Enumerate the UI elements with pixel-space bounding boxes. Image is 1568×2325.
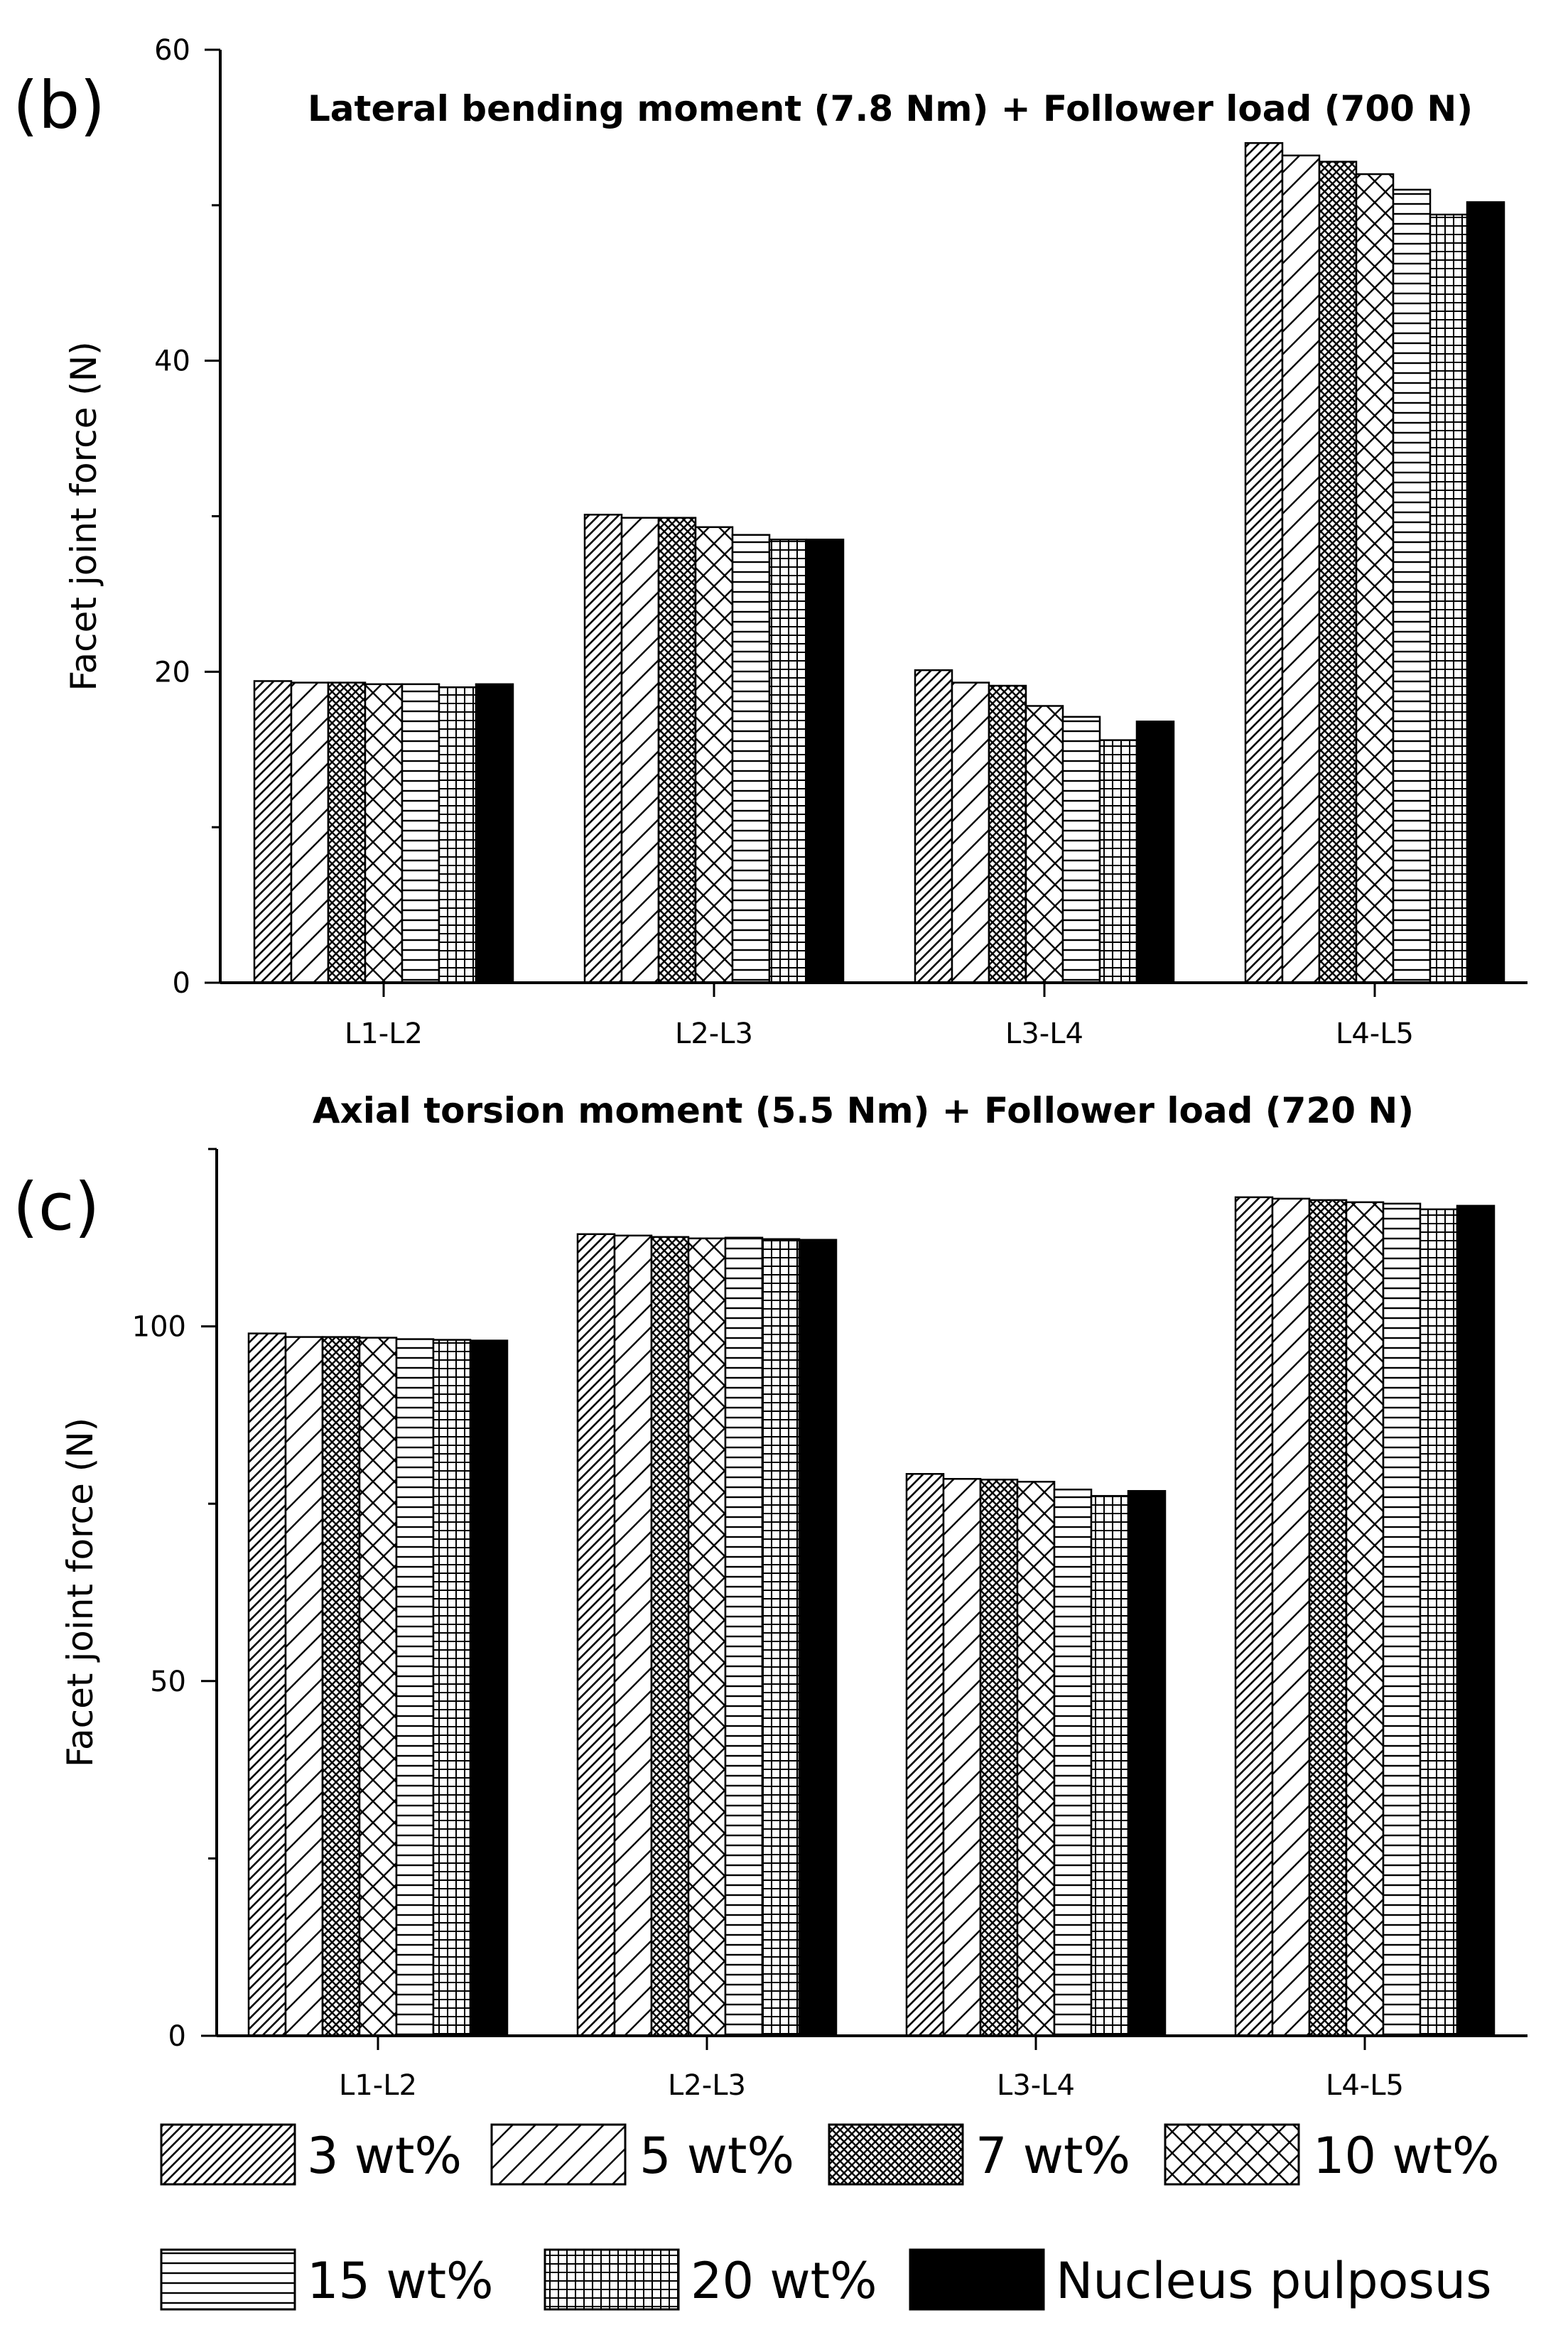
bar-l2-l3-series-2	[650, 1236, 690, 2037]
legend-label: 3 wt%	[307, 2127, 462, 2185]
bar-l3-l4-series-3	[1016, 1480, 1056, 2037]
bar-l4-l5-series-1	[1281, 154, 1321, 984]
bar-l1-l2-series-5	[438, 686, 477, 984]
bar-l4-l5-series-5	[1419, 1208, 1459, 2037]
bar-l4-l5-series-1	[1271, 1197, 1311, 2037]
bar-l3-l4-series-5	[1098, 739, 1138, 984]
bar-l4-l5-series-6	[1456, 1204, 1496, 2037]
bar-l1-l2-series-3	[358, 1337, 398, 2037]
bar-l3-l4-series-0	[914, 669, 953, 984]
bar-l3-l4-series-6	[1127, 1489, 1167, 2037]
bar-l1-l2-series-6	[469, 1339, 509, 2037]
bar-l3-l4-series-6	[1135, 721, 1175, 984]
bar-l2-l3-series-1	[613, 1234, 653, 2037]
bar-l3-l4-series-4	[1053, 1488, 1093, 2037]
bar-l3-l4-series-4	[1061, 716, 1101, 984]
legend-label: 7 wt%	[975, 2127, 1130, 2185]
y-tick-label: 40	[154, 345, 190, 378]
x-tick-label: L1-L2	[345, 1018, 423, 1050]
legend-item-20wt: 20 wt%	[544, 2248, 877, 2311]
bar-l3-l4-series-2	[979, 1479, 1019, 2037]
bar-l1-l2-series-2	[321, 1336, 361, 2037]
panel-label: (c)	[13, 1169, 99, 1245]
legend-label: 15 wt%	[307, 2252, 494, 2310]
x-tick-label: L2-L3	[668, 2069, 746, 2102]
bar-l1-l2-series-2	[327, 681, 367, 984]
bar-l1-l2-series-4	[401, 683, 440, 984]
bar-l1-l2-series-5	[432, 1339, 472, 2037]
bar-l4-l5-series-2	[1308, 1199, 1348, 2037]
bar-l2-l3-series-0	[576, 1233, 616, 2037]
x-tick-label: L3-L4	[997, 2069, 1075, 2102]
legend-label: Nucleus pulposus	[1056, 2252, 1492, 2310]
bar-l2-l3-series-4	[724, 1236, 764, 2037]
y-tick-label: 0	[173, 967, 190, 1000]
bar-l2-l3-series-2	[657, 517, 697, 984]
bar-l4-l5-series-0	[1244, 142, 1284, 984]
legend-item-3wt: 3 wt%	[160, 2123, 462, 2186]
bar-l1-l2-series-1	[290, 681, 330, 984]
bar-l3-l4-series-3	[1024, 705, 1064, 984]
bar-l2-l3-series-3	[694, 526, 734, 984]
bar-l4-l5-series-4	[1392, 188, 1432, 984]
legend-item-10wt: 10 wt%	[1164, 2123, 1500, 2186]
legend-item-nucleus-pulposus: Nucleus pulposus	[909, 2248, 1492, 2311]
y-tick-label: 0	[168, 2020, 186, 2053]
chart-title: Lateral bending moment (7.8 Nm) + Follow…	[308, 88, 1473, 129]
y-tick-label: 60	[154, 34, 190, 67]
legend-label: 5 wt%	[639, 2127, 794, 2185]
chart-title: Axial torsion moment (5.5 Nm) + Follower…	[313, 1090, 1414, 1131]
bar-l1-l2-series-6	[475, 683, 514, 984]
bar-l4-l5-series-5	[1429, 213, 1469, 984]
bar-l3-l4-series-2	[988, 684, 1027, 984]
bar-l2-l3-series-5	[768, 539, 808, 984]
bar-l2-l3-series-5	[761, 1238, 801, 2037]
bar-l2-l3-series-0	[583, 514, 623, 984]
x-tick-label: L3-L4	[1005, 1018, 1083, 1050]
bar-l4-l5-series-2	[1318, 161, 1358, 984]
y-tick-label: 20	[154, 656, 190, 689]
bar-l4-l5-series-4	[1382, 1202, 1422, 2037]
x-tick-label: L4-L5	[1336, 1018, 1414, 1050]
y-axis-label: Facet joint force (N)	[60, 1418, 101, 1767]
bar-l3-l4-series-5	[1090, 1494, 1130, 2037]
legend-label: 10 wt%	[1313, 2127, 1500, 2185]
bar-l2-l3-series-6	[805, 539, 845, 984]
bar-l1-l2-series-0	[253, 680, 293, 984]
x-tick-label: L4-L5	[1326, 2069, 1404, 2102]
bar-l1-l2-series-3	[364, 683, 404, 984]
y-tick-label: 50	[150, 1666, 186, 1698]
bar-l1-l2-series-0	[247, 1332, 287, 2037]
panel-label: (b)	[13, 68, 105, 144]
bar-l2-l3-series-1	[620, 517, 660, 984]
bar-l2-l3-series-3	[687, 1237, 727, 2037]
legend-item-5wt: 5 wt%	[490, 2123, 794, 2186]
bar-l1-l2-series-1	[284, 1336, 324, 2037]
legend-item-15wt: 15 wt%	[160, 2248, 494, 2311]
chart-panel-b: 0 20 40 60 L1-L2 L2-L3 L3-L4 L4-L5 Lateral bendi…	[13, 34, 1528, 1050]
chart-panel-c: 0 50 100 L1-L2 L2-L3 L3-L4 L4-L5 Axial torsion …	[13, 1090, 1528, 2102]
legend-label: 20 wt%	[691, 2252, 877, 2310]
bar-l4-l5-series-6	[1466, 201, 1505, 984]
bar-l3-l4-series-0	[905, 1473, 945, 2037]
bar-l2-l3-series-6	[798, 1239, 838, 2037]
y-axis-label: Facet joint force (N)	[63, 341, 104, 691]
bar-l4-l5-series-0	[1234, 1196, 1274, 2037]
bar-l4-l5-series-3	[1345, 1201, 1385, 2037]
legend: 3 wt% 5 wt% 7 wt% 10 wt% 15 wt% 20 wt% N…	[160, 2123, 1500, 2311]
bar-l3-l4-series-1	[942, 1478, 982, 2037]
y-tick-label: 100	[132, 1311, 186, 1344]
legend-item-7wt: 7 wt%	[828, 2123, 1130, 2186]
bar-l4-l5-series-3	[1355, 173, 1395, 984]
x-tick-label: L1-L2	[339, 2069, 417, 2102]
bar-l3-l4-series-1	[951, 681, 990, 984]
bar-l2-l3-series-4	[731, 534, 771, 984]
x-tick-label: L2-L3	[675, 1018, 753, 1050]
bar-l1-l2-series-4	[395, 1338, 435, 2037]
